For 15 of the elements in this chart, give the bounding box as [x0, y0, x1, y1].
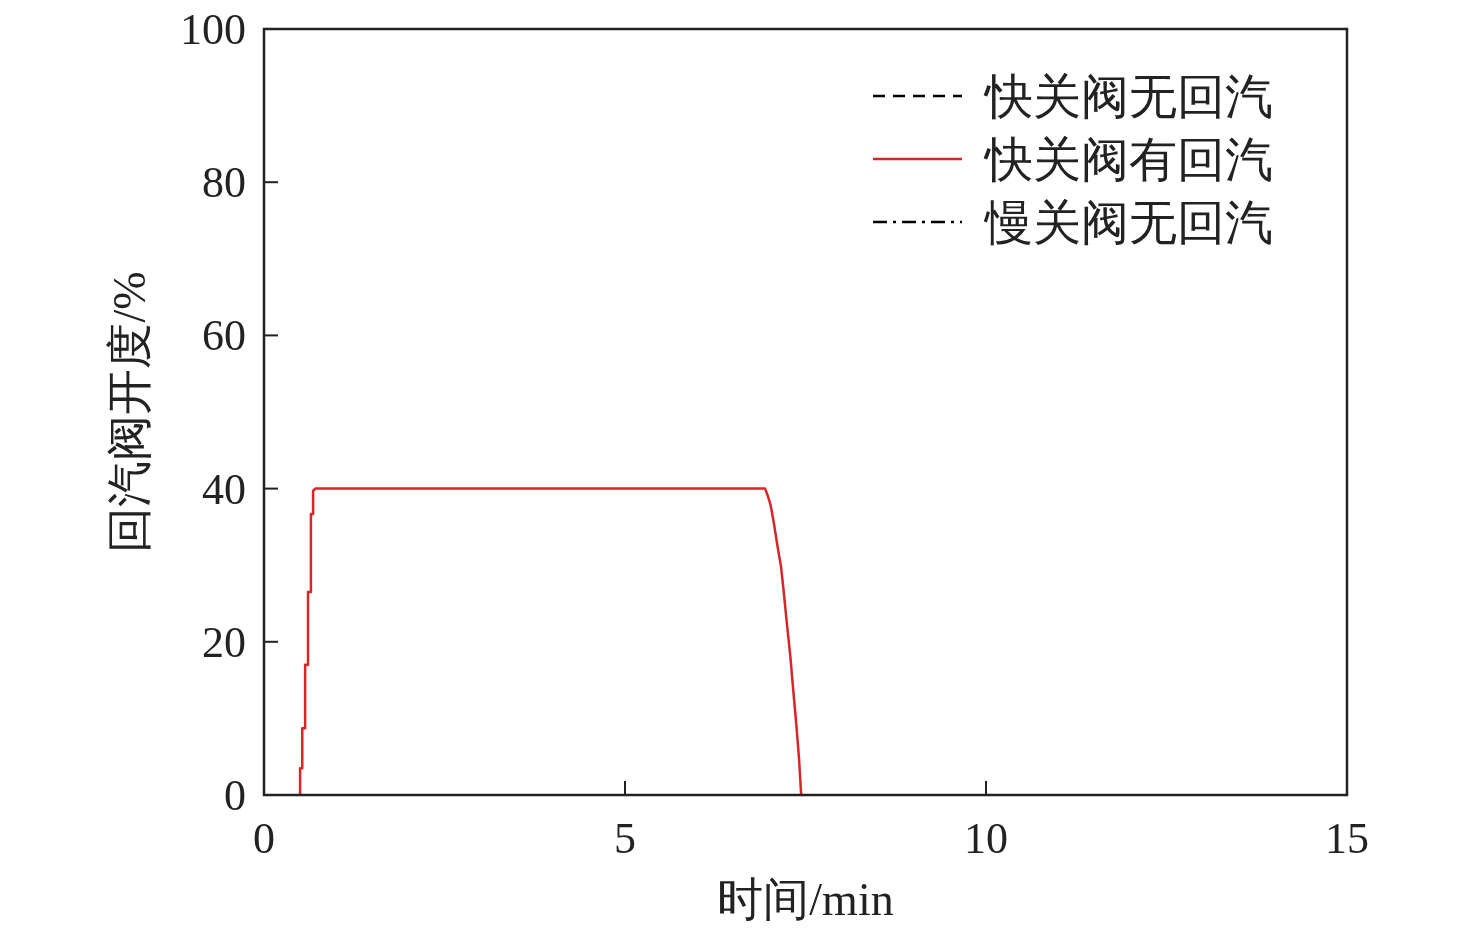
x-tick-label: 10 — [964, 814, 1008, 863]
y-tick-label: 0 — [224, 771, 246, 820]
y-tick-label: 100 — [180, 5, 246, 54]
y-tick-label: 80 — [202, 158, 246, 208]
legend-label: 慢关阀无回汽 — [983, 196, 1273, 249]
x-tick-label: 5 — [614, 814, 636, 863]
x-tick-label: 15 — [1325, 814, 1369, 863]
line-series — [298, 487, 803, 797]
legend-label: 快关阀有回汽 — [983, 133, 1273, 186]
y-axis-title: 回汽阀开度/% — [104, 271, 155, 553]
legend-label: 快关阀无回汽 — [983, 70, 1273, 123]
y-tick-label: 40 — [202, 464, 246, 514]
y-tick-label: 20 — [202, 617, 246, 667]
x-axis-title: 时间/min — [717, 874, 894, 925]
y-tick-label: 60 — [202, 311, 246, 361]
